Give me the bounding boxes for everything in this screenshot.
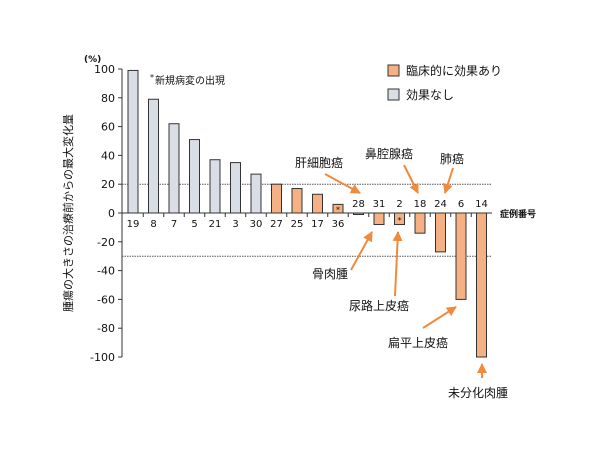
y-tick-label: -100 (90, 351, 115, 364)
x-tick-label: 17 (311, 219, 324, 230)
bar (414, 212, 426, 234)
annotation-arrow (392, 231, 403, 297)
annotation-arrow (324, 173, 361, 194)
annotation-label: 鼻腔腺癌 (365, 146, 413, 161)
y-tick-label: -40 (97, 265, 115, 278)
x-tick-label: 18 (414, 199, 427, 210)
bar (189, 139, 200, 214)
bar (168, 123, 180, 214)
x-axis-label: 症例番号 (500, 208, 536, 220)
annotation-label: 未分化肉腫 (448, 386, 508, 400)
x-tick-label: 6 (458, 199, 464, 210)
legend-swatch (387, 88, 400, 101)
legend-label: 効果なし (406, 87, 454, 102)
x-tick-label: 28 (352, 199, 365, 210)
bar (455, 212, 467, 300)
x-tick-label: 36 (332, 219, 345, 230)
unit-label: (%) (84, 55, 101, 65)
y-tick-label: 60 (101, 121, 115, 134)
annotation-label: 骨肉腫 (312, 267, 348, 281)
x-tick-label: 30 (250, 219, 263, 230)
bar (230, 162, 241, 214)
y-tick-label: -60 (97, 293, 115, 306)
bar (476, 212, 487, 358)
bar (209, 159, 221, 214)
y-tick-label: 80 (101, 92, 115, 105)
x-tick-label: 5 (191, 219, 197, 230)
bar (312, 193, 323, 214)
y-tick-label: 40 (101, 149, 115, 162)
bar (373, 212, 385, 226)
annotation-label: 肝細胞癌 (295, 155, 343, 170)
bar (127, 69, 139, 214)
new-lesion-mark: * (398, 216, 402, 225)
footnote: 新規病変の出現 (155, 74, 225, 87)
x-tick-label: 19 (127, 219, 140, 230)
x-tick-label: 24 (434, 199, 447, 210)
annotation-label: 肺癌 (440, 151, 464, 166)
new-lesion-mark: * (336, 206, 340, 215)
bar (250, 173, 262, 214)
y-tick-label: 100 (94, 63, 115, 76)
x-tick-label: 21 (209, 219, 222, 230)
legend-swatch (387, 64, 400, 77)
annotation-label: 尿路上皮癌 (349, 298, 409, 313)
legend-label: 臨床的に効果あり (406, 63, 502, 78)
y-axis-label: 腫瘍の大きさの治療前からの最大変化量 (61, 114, 75, 312)
footnote-mark: * (150, 73, 154, 82)
x-tick-label: 8 (150, 219, 156, 230)
y-tick-label: -80 (97, 322, 115, 335)
bar (271, 183, 282, 214)
x-tick-label: 2 (396, 199, 402, 210)
x-tick-label: 14 (475, 199, 488, 210)
annotation-arrow (403, 164, 419, 194)
bar (435, 212, 446, 253)
x-tick-label: 27 (270, 219, 283, 230)
annotation-label: 扁平上皮癌 (388, 335, 448, 350)
annotation-arrow (422, 306, 457, 329)
y-tick-label: -20 (97, 236, 115, 249)
x-tick-label: 7 (171, 219, 177, 230)
bar (291, 188, 303, 214)
x-tick-label: 25 (291, 219, 304, 230)
annotation-arrow (442, 167, 454, 194)
annotation-arrow (350, 231, 373, 271)
x-tick-label: 3 (232, 219, 238, 230)
x-tick-label: 31 (373, 199, 386, 210)
y-tick-label: 0 (108, 207, 115, 220)
bar (148, 98, 159, 214)
y-tick-label: 20 (101, 178, 115, 191)
